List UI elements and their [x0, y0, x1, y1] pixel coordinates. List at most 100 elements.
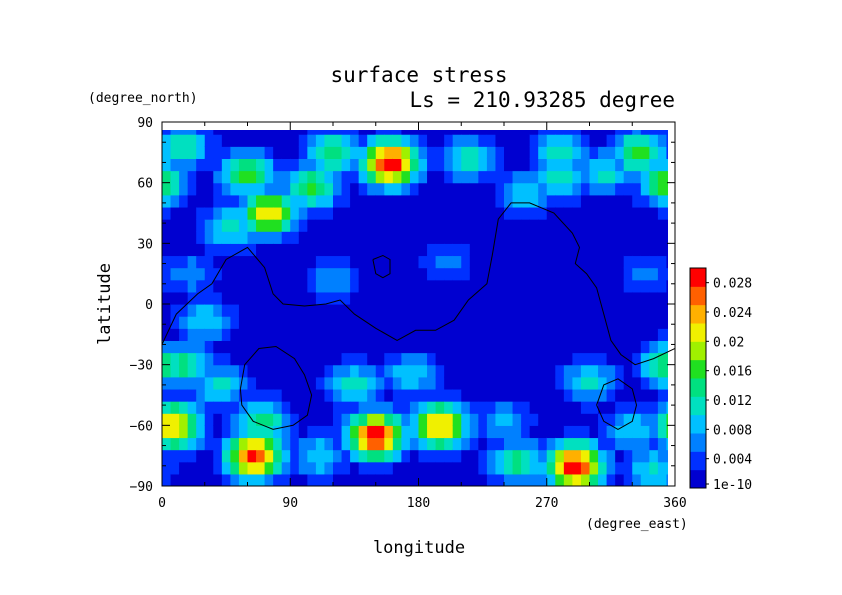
heatmap-cell	[256, 194, 266, 208]
heatmap-cell	[495, 243, 505, 257]
heatmap-cell	[290, 243, 300, 257]
heatmap-cell	[384, 413, 394, 426]
heatmap-cell	[341, 328, 351, 341]
heatmap-cell	[512, 194, 522, 208]
heatmap-cell	[529, 158, 539, 172]
heatmap-cell	[640, 364, 650, 378]
heatmap-cell	[401, 352, 411, 366]
heatmap-cell	[315, 352, 326, 366]
heatmap-cell	[264, 425, 274, 439]
heatmap-cell	[264, 267, 274, 281]
heatmap-cell	[606, 206, 616, 220]
heatmap-cell	[290, 219, 300, 232]
heatmap-cell	[598, 473, 608, 486]
heatmap-cell	[358, 461, 368, 475]
heatmap-cell	[418, 364, 428, 378]
heatmap-cell	[512, 206, 522, 220]
heatmap-cell	[409, 291, 420, 305]
heatmap-cell	[196, 425, 206, 439]
heatmap-cell	[469, 170, 479, 184]
heatmap-cell	[538, 473, 548, 486]
heatmap-cell	[187, 267, 197, 281]
heatmap-cell	[170, 231, 180, 244]
heatmap-cell	[521, 376, 531, 390]
heatmap-cell	[546, 219, 556, 232]
heatmap-cell	[580, 437, 591, 451]
heatmap-cell	[204, 340, 214, 354]
heatmap-cell	[392, 243, 402, 257]
heatmap-cell	[418, 449, 428, 463]
heatmap-cell	[333, 304, 343, 317]
heatmap-cell	[512, 376, 522, 390]
heatmap-cell	[204, 316, 214, 329]
heatmap-cell	[204, 194, 214, 208]
heatmap-cell	[256, 316, 266, 329]
heatmap-cell	[162, 219, 172, 232]
heatmap-cell	[375, 243, 385, 257]
heatmap-cell	[401, 437, 411, 451]
heatmap-cell	[315, 206, 326, 220]
heatmap-cell	[384, 304, 394, 317]
heatmap-cell	[469, 364, 479, 378]
heatmap-cell	[555, 291, 565, 305]
heatmap-cell	[615, 279, 625, 293]
heatmap-cell	[521, 146, 531, 159]
heatmap-cell	[162, 170, 172, 184]
heatmap-cell	[281, 425, 291, 439]
heatmap-cell	[273, 146, 283, 159]
heatmap-cell	[521, 340, 531, 354]
heatmap-cell	[427, 401, 437, 414]
heatmap-cell	[187, 194, 197, 208]
heatmap-cell	[598, 340, 608, 354]
heatmap-cell	[580, 328, 591, 341]
heatmap-cell	[341, 255, 351, 269]
heatmap-cell	[392, 473, 402, 486]
heatmap-cell	[486, 425, 497, 439]
heatmap-cell	[392, 364, 402, 378]
colorbar-label: 1e-10	[713, 478, 752, 493]
topography-contours	[162, 202, 675, 430]
heatmap-cell	[580, 158, 591, 172]
heatmap-cell	[598, 291, 608, 305]
heatmap-cell	[196, 279, 206, 293]
heatmap-cell	[238, 206, 249, 220]
heatmap-cell	[333, 316, 343, 329]
heatmap-cell	[427, 304, 437, 317]
heatmap-cell	[273, 401, 283, 414]
heatmap-cell	[512, 279, 522, 293]
heatmap-cell	[444, 304, 454, 317]
heatmap-cell	[640, 146, 650, 159]
heatmap-cell	[204, 231, 214, 244]
heatmap-cell	[589, 304, 599, 317]
topography-contour	[596, 378, 638, 430]
heatmap-cell	[640, 243, 650, 257]
heatmap-cell	[657, 473, 668, 486]
heatmap-cell	[187, 134, 197, 147]
heatmap-cell	[606, 182, 616, 196]
heatmap-cell	[538, 243, 548, 257]
topography-contour	[372, 254, 391, 279]
heatmap-cell	[375, 158, 385, 172]
heatmap-cell	[461, 449, 471, 463]
heatmap-cell	[623, 291, 633, 305]
heatmap-cell	[256, 413, 266, 426]
heatmap-cell	[392, 219, 402, 232]
heatmap-cell	[572, 219, 582, 232]
heatmap-cell	[580, 243, 591, 257]
heatmap-cell	[384, 449, 394, 463]
heatmap-cell	[623, 352, 633, 366]
heatmap-cell	[486, 279, 497, 293]
heatmap-cell	[221, 352, 231, 366]
heatmap-cell	[572, 170, 582, 184]
heatmap-cell	[179, 425, 189, 439]
heatmap-cell	[478, 134, 488, 147]
heatmap-cell	[196, 243, 206, 257]
heatmap-cell	[657, 255, 668, 269]
heatmap-cell	[572, 134, 582, 147]
heatmap-cell	[529, 449, 539, 463]
heatmap-cell	[290, 134, 300, 147]
heatmap-cell	[546, 194, 556, 208]
heatmap-cell	[512, 158, 522, 172]
heatmap-cell	[409, 388, 420, 402]
heatmap-cell	[444, 146, 454, 159]
